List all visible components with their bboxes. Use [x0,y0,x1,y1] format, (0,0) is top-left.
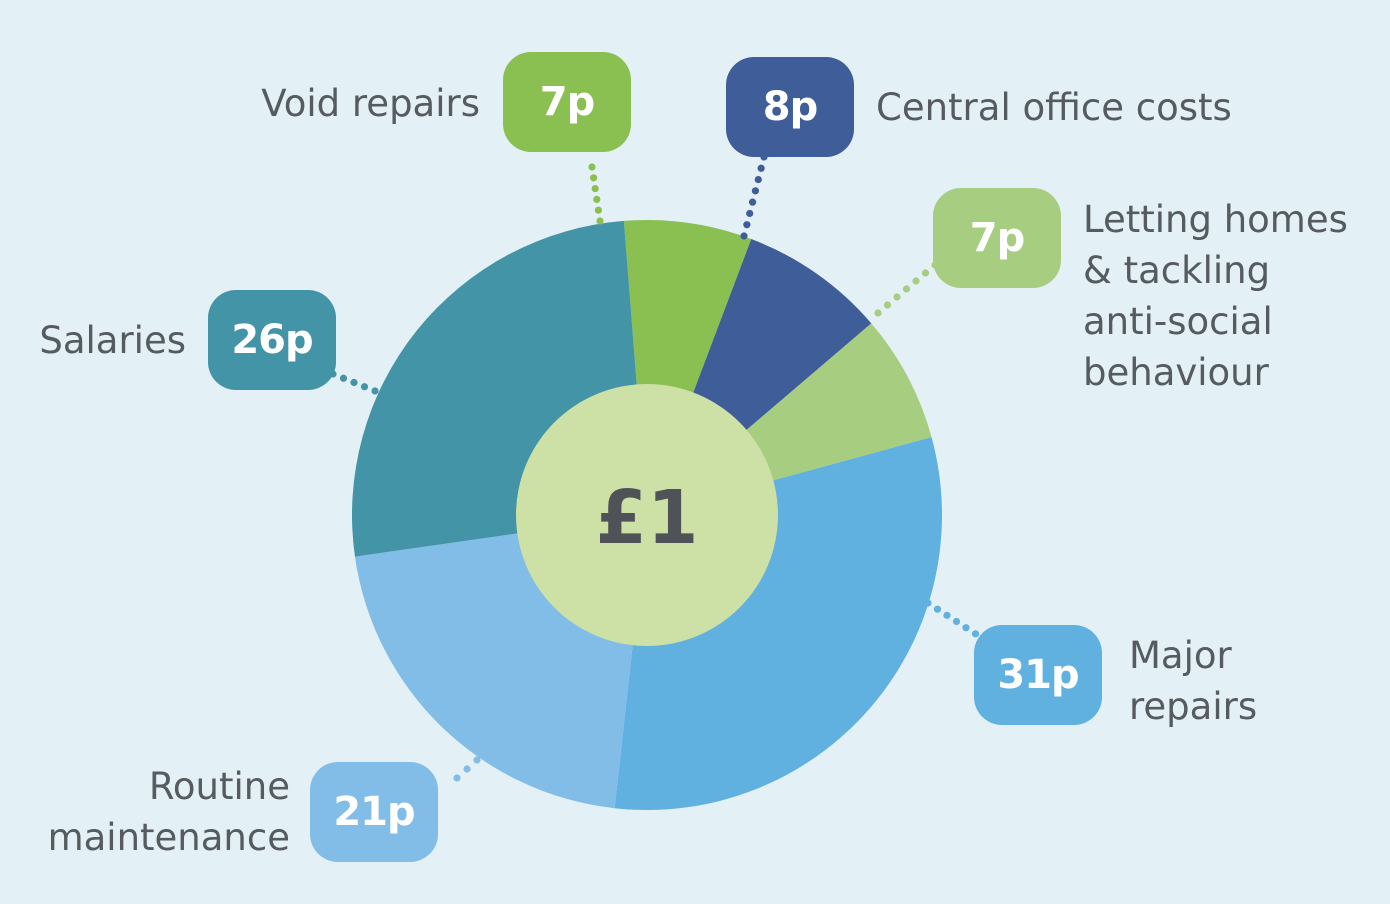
leader-dot-routine-maintenance [473,756,481,764]
center-hub [516,384,778,646]
label-line: anti-social [1083,300,1273,343]
leader-dot-routine-maintenance [453,774,461,782]
label-line: & tackling [1083,249,1271,292]
leader-dot-salaries [350,378,358,387]
badge-major-repairs: 31p [974,625,1102,725]
leader-dot-central-office-costs [748,198,757,206]
label-salaries: Salaries [39,315,186,366]
label-central-office-costs: Central office costs [876,82,1232,133]
leader-dot-major-repairs [924,599,932,607]
leader-dot-letting-homes [921,269,930,277]
label-routine-maintenance: Routine maintenance [48,761,290,863]
leader-dot-letting-homes [883,301,892,309]
leader-dot-major-repairs [933,605,942,613]
label-major-repairs: Major repairs [1129,630,1257,732]
label-void-repairs: Void repairs [261,78,480,129]
label-line: Void repairs [261,82,480,125]
leader-dot-letting-homes [902,285,911,293]
badge-salaries: 26p [208,290,336,390]
label-letting-homes: Letting homes & tackling anti-social beh… [1083,194,1348,398]
leader-dot-void-repairs [594,206,603,214]
label-line: Letting homes [1083,198,1348,241]
leader-dot-salaries [339,374,348,382]
label-line: Salaries [39,319,186,362]
leader-dot-letting-homes [912,277,920,285]
leader-dot-void-repairs [590,174,598,182]
badge-letting-homes: 7p [933,188,1061,288]
badge-routine-maintenance: 21p [310,762,438,862]
leader-dot-routine-maintenance [463,765,471,773]
leader-dot-void-repairs [588,163,596,171]
leader-dot-central-office-costs [746,209,754,218]
leader-dot-central-office-costs [743,221,751,229]
center-label: £1 [596,475,699,561]
leader-dot-salaries [360,383,369,391]
leader-dot-major-repairs [943,611,951,619]
badge-void-repairs: 7p [503,52,631,152]
leader-dot-salaries [371,387,379,395]
leader-dot-void-repairs [591,185,599,193]
leader-dot-central-office-costs [751,187,760,195]
leader-dot-central-office-costs [754,175,762,184]
leader-lines-group [329,153,989,782]
badge-central-office-costs: 8p [726,57,854,157]
label-line: Central office costs [876,86,1232,129]
leader-dot-central-office-costs [757,164,765,172]
label-line: maintenance [47,816,290,859]
leader-dot-void-repairs [596,217,604,225]
leader-dot-major-repairs [962,624,970,632]
label-line: Routine [148,765,290,808]
leader-dot-central-office-costs [740,232,748,240]
leader-dot-major-repairs [971,630,980,638]
leader-dot-letting-homes [874,309,882,317]
label-line: behaviour [1083,351,1269,394]
leader-dot-major-repairs [952,617,961,626]
leader-dot-void-repairs [593,195,601,203]
leader-dot-letting-homes [893,293,901,301]
label-line: Major [1129,634,1232,677]
label-line: repairs [1129,685,1258,728]
